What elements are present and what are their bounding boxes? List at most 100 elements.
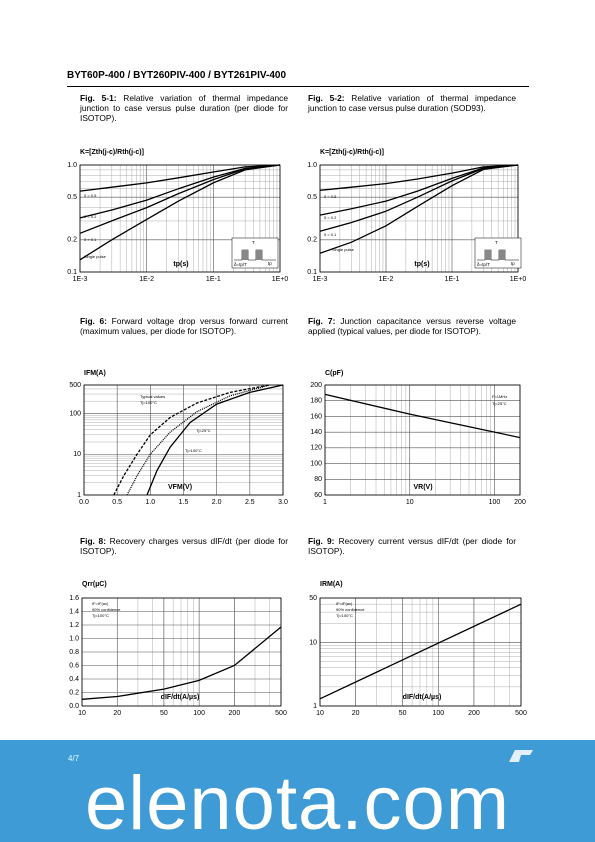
y-tick-label: 60 [314, 492, 322, 499]
x-tick-label: 200 [468, 710, 480, 717]
x-tick-label: 10 [78, 710, 86, 717]
x-tick-label: 1E+0 [510, 276, 527, 283]
y-tick-label: 0.1 [307, 269, 317, 276]
inset-label: T [252, 240, 255, 245]
x-tick-label: 0.0 [79, 499, 89, 506]
y-tick-label: 1.6 [69, 595, 79, 602]
y-axis-label: IFM(A) [84, 370, 106, 377]
x-axis-label: dIF/dt(A/µs) [403, 694, 442, 701]
plot-frame [81, 597, 282, 707]
y-tick-label: 1 [77, 492, 81, 499]
annotation: Typical values [140, 394, 165, 399]
x-tick-label: 500 [275, 710, 287, 717]
annotation: 90% confidence [92, 607, 121, 612]
x-axis-label: tp(s) [414, 261, 429, 268]
figure-text: Recovery charges versus dIF/dt (per diod… [80, 536, 288, 556]
curve [79, 164, 281, 219]
x-tick-label: 2.5 [245, 499, 255, 506]
annotation: δ = 0.1 [324, 232, 337, 237]
y-tick-label: 140 [310, 429, 322, 436]
y-tick-label: 0.2 [67, 237, 77, 244]
figure-text: Relative variation of thermal impedance … [80, 93, 289, 123]
curve [126, 384, 270, 496]
figure-caption: Fig. 7: Junction capacitance versus reve… [308, 316, 516, 336]
annotation: δ = 0.1 [84, 237, 97, 242]
annotation: Single pulse [332, 247, 355, 252]
curve [79, 164, 281, 261]
x-tick-label: 50 [399, 710, 407, 717]
y-tick-label: 0.6 [69, 662, 79, 669]
x-tick-label: 1E-2 [379, 276, 394, 283]
figure-label: Fig. 8: [80, 536, 106, 546]
header-rule [67, 86, 529, 87]
x-axis-label: VR(V) [413, 484, 432, 491]
inset-label: δ=tp/T [477, 262, 490, 267]
x-tick-label: 1.0 [145, 499, 155, 506]
y-tick-label: 1.0 [307, 162, 317, 169]
x-tick-label: 0.5 [112, 499, 122, 506]
logo [509, 750, 533, 762]
y-axis-label: K=[Zth(j-c)/Rth(j-c)] [80, 149, 144, 156]
y-tick-label: 1.0 [67, 162, 77, 169]
x-tick-label: 3.0 [278, 499, 288, 506]
x-axis-label: VFM(V) [168, 484, 192, 491]
x-tick-label: 10 [316, 710, 324, 717]
x-tick-label: 100 [432, 710, 444, 717]
x-tick-label: 100 [193, 710, 205, 717]
y-tick-label: 0.8 [69, 649, 79, 656]
figure-text: Forward voltage drop versus forward curr… [80, 316, 289, 336]
inset-label: δ=tp/T [234, 262, 247, 267]
plot-frame [324, 384, 521, 496]
y-axis-label: IRM(A) [320, 581, 343, 588]
inset-label: T [495, 240, 498, 245]
inset-label: tp [268, 261, 272, 266]
pulse-fill [256, 250, 262, 260]
y-tick-label: 160 [310, 413, 322, 420]
y-tick-label: 0.0 [69, 703, 79, 710]
y-tick-label: 0.1 [67, 269, 77, 276]
x-tick-label: 1E+0 [272, 276, 289, 283]
annotation: δ = 0.2 [324, 215, 337, 220]
figure-label: Fig. 9: [308, 536, 335, 546]
x-tick-label: 1E-3 [313, 276, 328, 283]
y-tick-label: 50 [309, 595, 317, 602]
y-axis-label: Qrr(µC) [82, 581, 107, 588]
curve [324, 393, 521, 439]
figure-label: Fig. 6: [80, 316, 107, 326]
annotation: Tj=100°C [185, 448, 202, 453]
curve [319, 164, 519, 232]
pulse-fill [499, 250, 505, 260]
x-tick-label: 20 [113, 710, 121, 717]
x-axis-label: dIF/dt(A/µs) [161, 694, 200, 701]
curve [79, 164, 281, 192]
y-tick-label: 100 [310, 460, 322, 467]
annotation: Tj=100°C [336, 613, 353, 618]
x-tick-label: 100 [489, 499, 501, 506]
inset-box [474, 237, 522, 269]
pulse-fill [485, 250, 491, 260]
y-tick-label: 100 [69, 410, 81, 417]
annotation: δ = 0.5 [84, 193, 97, 198]
figure-caption: Fig. 8: Recovery charges versus dIF/dt (… [80, 536, 288, 556]
curve [81, 626, 282, 700]
x-tick-label: 1E-1 [445, 276, 460, 283]
x-tick-label: 1E-1 [206, 276, 221, 283]
y-axis-label: K=[Zth(j-c)/Rth(j-c)] [320, 149, 384, 156]
inset-label: tp [511, 261, 515, 266]
y-tick-label: 1 [313, 703, 317, 710]
y-tick-label: 500 [69, 382, 81, 389]
plot-frame [79, 164, 281, 273]
figure-text: Relative variation of thermal impedance … [308, 93, 517, 113]
banner [0, 740, 595, 842]
pulse-fill [242, 250, 248, 260]
x-tick-label: 200 [229, 710, 241, 717]
curve [79, 164, 281, 234]
y-tick-label: 0.5 [307, 194, 317, 201]
header-title: BYT60P-400 / BYT260PIV-400 / BYT261PIV-4… [67, 70, 287, 81]
y-tick-label: 1.0 [69, 635, 79, 642]
y-tick-label: 0.5 [67, 194, 77, 201]
plot-frame [319, 164, 519, 273]
figure-caption: Fig. 5-2: Relative variation of thermal … [308, 93, 516, 113]
